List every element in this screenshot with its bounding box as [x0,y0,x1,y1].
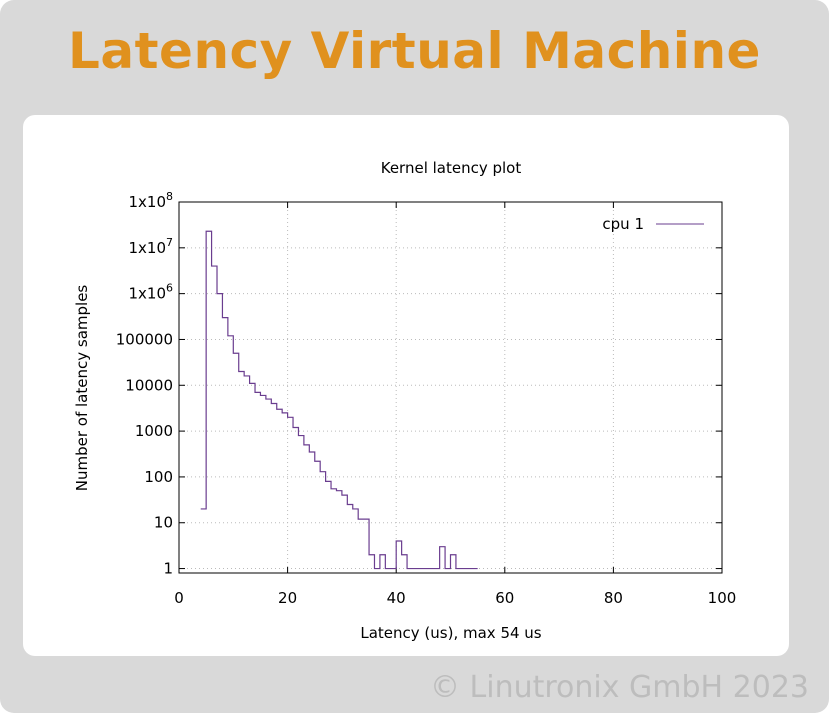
plot-border [178,201,723,574]
copyright-notice: © Linutronix GmbH 2023 [430,670,809,705]
tick-marks [178,201,723,573]
y-tick-label: 100000 [116,330,173,348]
x-tick-label: 40 [387,589,406,607]
y-tick-label: 1000 [135,422,173,440]
latency-chart: Kernel latency plot 0 20 40 60 80 100 1101001… [73,159,736,642]
y-tick-label: 10000 [125,376,173,394]
x-tick-label: 60 [495,589,514,607]
banner-title: Latency Virtual Machine [68,22,761,80]
y-tick-label: 1x107 [128,236,173,257]
chart-card [23,115,789,656]
x-tick-labels: 0 20 40 60 80 100 [174,589,736,607]
y-tick-labels: 1 10 100 1000 10000 100000 1x106 1x107 1x108 [116,190,173,578]
y-tick-label: 1x106 [128,282,173,303]
x-axis-label: Latency (us), max 54 us [360,624,541,642]
x-tick-label: 100 [708,589,737,607]
x-tick-label: 80 [604,589,623,607]
legend-label-cpu-1: cpu 1 [602,215,644,233]
legend: cpu 1 [602,215,704,233]
y-tick-exponent: 8 [166,190,173,203]
y-tick-exponent: 6 [166,282,173,295]
x-tick-label: 20 [278,589,297,607]
y-tick-label: 10 [154,514,173,532]
y-tick-label: 100 [144,468,173,486]
x-tick-label: 0 [174,589,184,607]
y-tick-label: 1 [163,560,173,578]
y-tick-exponent: 7 [166,236,173,249]
series-line-cpu-1 [200,230,478,570]
series-layer [200,230,478,570]
y-axis-label: Number of latency samples [73,285,91,492]
chart-title: Kernel latency plot [381,159,522,177]
grid [179,202,722,573]
y-tick-label: 1x108 [128,190,173,211]
